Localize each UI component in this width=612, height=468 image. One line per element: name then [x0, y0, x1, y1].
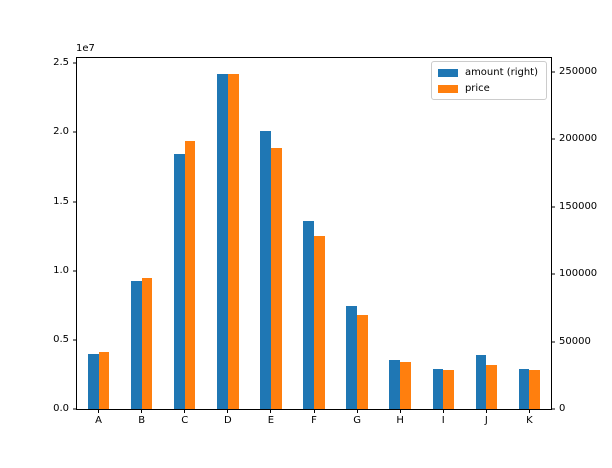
x-axis-category-label: J	[484, 415, 488, 426]
x-axis-tick-mark	[313, 409, 315, 413]
right-axis-tick-mark	[551, 408, 555, 410]
bar-amount-right-j	[475, 355, 487, 409]
x-axis-tick-mark	[141, 409, 143, 413]
x-axis-category-label: B	[138, 415, 146, 426]
bar-amount-right-d	[217, 73, 228, 409]
right-axis-tick-mark	[551, 273, 555, 275]
bar-amount-right-c	[173, 153, 185, 409]
left-axis-tick-label: 1.5	[53, 195, 69, 207]
x-axis-tick-mark	[399, 409, 401, 413]
legend-entry-price: price	[437, 83, 538, 94]
legend-swatch-amount-icon	[437, 68, 458, 77]
x-axis-tick-mark	[184, 409, 186, 413]
left-axis-tick-mark	[73, 62, 77, 64]
x-axis-tick-mark	[356, 409, 358, 413]
bar-amount-right-k	[518, 368, 530, 409]
left-axis-tick-mark	[73, 408, 77, 410]
x-axis-category-label: E	[267, 415, 275, 426]
x-axis-category-label: D	[223, 415, 232, 426]
left-axis-tick-mark	[73, 201, 77, 203]
x-axis-category-label: F	[311, 415, 317, 426]
legend-label-amount: amount (right)	[464, 67, 538, 78]
x-axis-category-label: H	[396, 415, 404, 426]
bar-price-d	[227, 73, 239, 409]
bar-price-i	[443, 370, 455, 409]
bar-amount-right-f	[303, 220, 314, 409]
legend-label-price: price	[464, 83, 490, 94]
right-axis-tick-mark	[551, 341, 555, 342]
right-axis-tick-label: 100000	[559, 268, 598, 279]
x-axis-tick-mark	[98, 409, 100, 413]
legend: amount (right) price	[430, 61, 547, 100]
right-axis-tick-mark	[551, 71, 555, 72]
bar-price-h	[400, 361, 411, 409]
bar-price-j	[486, 364, 498, 409]
bar-price-g	[357, 314, 368, 409]
right-axis-tick-label: 0	[559, 403, 566, 414]
left-axis-tick-label: 0.5	[53, 333, 69, 345]
x-axis-category-label: K	[526, 415, 533, 426]
legend-swatch-price-icon	[437, 84, 458, 93]
x-axis-tick-mark	[270, 409, 272, 413]
bar-amount-right-g	[346, 305, 358, 409]
x-axis-tick-mark	[485, 409, 487, 413]
left-axis-offset-label: 1e7	[76, 43, 95, 54]
bar-amount-right-i	[432, 369, 444, 409]
right-axis-tick-label: 250000	[559, 65, 598, 77]
bar-price-c	[184, 141, 196, 409]
left-axis-tick-label: 2.0	[53, 126, 69, 138]
x-axis-tick-mark	[528, 409, 530, 413]
right-axis-tick-label: 50000	[559, 335, 591, 347]
left-axis-tick-label: 1.0	[53, 264, 69, 276]
bar-amount-right-e	[260, 130, 271, 409]
right-axis-tick-mark	[551, 206, 555, 207]
left-axis-tick-mark	[73, 270, 77, 272]
left-axis-tick-mark	[73, 131, 77, 133]
legend-entry-amount: amount (right)	[437, 67, 538, 78]
plot-area: 1e7 0.0 0.5 1.0 1.5 2.0 2.5 0 50000 100000 150000…	[53, 44, 597, 426]
x-axis-category-label: I	[441, 415, 445, 426]
right-axis-tick-label: 200000	[559, 133, 598, 144]
left-axis-tick-label: 2.5	[53, 57, 69, 69]
left-axis-tick-mark	[73, 339, 77, 341]
bar-price-b	[141, 277, 153, 409]
x-axis-tick-mark	[227, 409, 229, 413]
bar-price-e	[270, 148, 282, 409]
bar-price-a	[98, 352, 110, 409]
bar-amount-right-a	[87, 353, 99, 409]
right-axis-tick-label: 150000	[559, 200, 598, 212]
x-axis-category-label: C	[181, 415, 189, 426]
bar-amount-right-h	[389, 359, 401, 409]
x-axis-category-label: G	[353, 415, 361, 426]
x-axis-tick-mark	[442, 409, 444, 413]
bar-price-f	[314, 236, 325, 409]
bar-amount-right-b	[130, 281, 142, 409]
left-axis-tick-label: 0.0	[53, 403, 69, 414]
right-axis-tick-mark	[551, 138, 555, 140]
bar-price-k	[529, 370, 541, 409]
x-axis-category-label: A	[95, 415, 102, 426]
